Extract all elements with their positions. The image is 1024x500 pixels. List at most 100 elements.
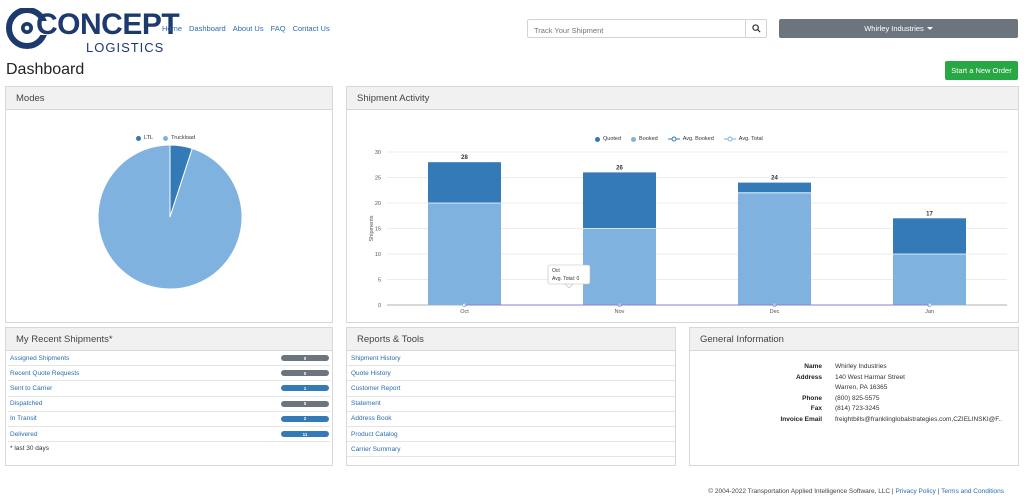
report-link[interactable]: Customer Report: [351, 384, 401, 392]
recent-shipment-link[interactable]: Delivered: [10, 430, 38, 438]
recent-shipment-link[interactable]: In Transit: [10, 415, 37, 423]
nav-home[interactable]: Home: [162, 24, 183, 33]
report-link[interactable]: Product Catalog: [351, 430, 398, 438]
recent-shipment-link[interactable]: Recent Quote Requests: [10, 369, 80, 377]
new-order-button[interactable]: Start a New Order: [945, 61, 1018, 80]
recent-shipment-link[interactable]: Assigned Shipments: [10, 354, 70, 362]
search-icon: [751, 24, 761, 33]
info-row: Address 140 West Harmar Street: [690, 373, 1018, 384]
reports-tools-panel: Reports & Tools Shipment History Quote Hi…: [346, 327, 676, 466]
general-info-panel: General Information Name Whirley Industri…: [689, 327, 1019, 466]
user-menu-button[interactable]: Whirley Industries: [779, 19, 1018, 38]
x-tick-label: Nov: [615, 309, 625, 315]
info-row: Warren, PA 16365: [690, 383, 1018, 394]
bar-quoted[interactable]: [428, 162, 501, 203]
report-row: Customer Report: [347, 381, 675, 397]
nav-contact[interactable]: Contact Us: [292, 24, 330, 33]
legend-item-quoted[interactable]: Quoted: [595, 136, 621, 142]
bar-booked[interactable]: [893, 254, 966, 305]
bar-quoted[interactable]: [893, 218, 966, 254]
info-value: Warren, PA 16365: [835, 384, 888, 391]
track-search-button[interactable]: [745, 20, 766, 37]
page-footer: © 2004-2022 Transportation Applied Intel…: [708, 488, 1004, 495]
bar-booked[interactable]: [583, 228, 656, 306]
info-row: Fax (814) 723-3245: [690, 404, 1018, 415]
y-tick-label: 30: [375, 150, 381, 156]
report-link[interactable]: Quote History: [351, 369, 391, 377]
legend-label: Quoted: [603, 136, 622, 142]
recent-shipment-row: In Transit 2: [8, 412, 330, 427]
legend-dot: [136, 135, 141, 141]
y-tick-label: 10: [375, 252, 381, 258]
info-key: Invoice Email: [780, 415, 822, 423]
bar-total-label: 28: [461, 155, 468, 161]
count-badge: 2: [281, 415, 329, 422]
nav-faq[interactable]: FAQ: [270, 24, 286, 33]
info-row: Invoice Email freightbills@franklinglobal…: [690, 415, 1018, 426]
recent-shipment-row: Sent to Carrier 1: [8, 381, 330, 397]
bar-total-label: 26: [616, 165, 623, 171]
x-tick-label: Oct: [460, 309, 469, 315]
page-title: Dashboard: [6, 61, 85, 78]
modes-pie-chart: [97, 144, 243, 290]
brand-subtitle: LOGISTICS: [86, 40, 165, 55]
bar-booked[interactable]: [428, 203, 501, 305]
activity-panel-title: Shipment Activity: [347, 87, 1018, 110]
activity-legend: Quoted Booked Avg. Booked Avg. Total: [595, 136, 763, 142]
count-badge: 1: [281, 385, 329, 392]
main-nav: Home Dashboard About Us FAQ Contact Us: [162, 24, 330, 33]
user-menu-label: Whirley Industries: [864, 24, 924, 33]
info-value: freightbills@franklinglobalstrategies.co…: [835, 415, 1002, 423]
terms-link[interactable]: Terms and Conditions: [941, 488, 1004, 495]
shipment-activity-chart: 0 5 10 15 20 25 30 Shipments 28 Oct 26 Nov 24 Dec 17 Ja…: [369, 150, 1007, 315]
legend-item-avg-total[interactable]: Avg. Total: [723, 136, 763, 142]
legend-label: Truckload: [171, 135, 196, 141]
report-link[interactable]: Shipment History: [351, 354, 401, 362]
brand-name: CONCEPT: [36, 8, 180, 41]
legend-dot: [163, 135, 169, 141]
track-shipment-input[interactable]: [528, 22, 746, 39]
legend-dot: [595, 136, 600, 142]
tooltip-title: Oct: [552, 268, 560, 274]
footer-separator: |: [937, 488, 940, 495]
report-link[interactable]: Address Book: [351, 415, 392, 423]
reports-panel-title: Reports & Tools: [347, 328, 675, 351]
nav-dashboard[interactable]: Dashboard: [189, 24, 226, 33]
recent-shipments-list: Assigned Shipments 0 Recent Quote Requests…: [6, 351, 332, 443]
bar-total-label: 24: [771, 176, 778, 182]
privacy-policy-link[interactable]: Privacy Policy: [895, 488, 936, 495]
report-link[interactable]: Carrier Summary: [351, 445, 401, 453]
report-link[interactable]: Statement: [351, 400, 381, 408]
track-shipment-box: [527, 19, 767, 39]
legend-item-truckload[interactable]: Truckload: [163, 135, 195, 141]
nav-about[interactable]: About Us: [232, 24, 264, 33]
info-key: Name: [804, 363, 822, 370]
bar-booked[interactable]: [738, 192, 811, 305]
recent-shipment-row: Recent Quote Requests 0: [8, 366, 330, 382]
recent-shipment-link[interactable]: Sent to Carrier: [10, 384, 53, 392]
recent-shipment-row: Assigned Shipments 0: [8, 351, 330, 367]
legend-label: LTL: [144, 135, 154, 141]
tooltip-text: Avg. Total: 0: [552, 276, 580, 282]
legend-item-booked[interactable]: Booked: [631, 136, 658, 142]
info-key: Address: [795, 373, 822, 381]
modes-legend: LTL Truckload: [136, 135, 195, 141]
report-row: Quote History: [347, 366, 675, 382]
legend-item-ltl[interactable]: LTL: [136, 135, 153, 141]
pie-slice-truckload[interactable]: [97, 144, 243, 290]
bar-total-label: 17: [926, 211, 933, 217]
chart-tooltip: Oct Avg. Total: 0: [547, 264, 591, 289]
y-tick-label: 0: [378, 303, 381, 309]
info-value: (800) 825-5575: [835, 394, 880, 402]
y-tick-label: 5: [378, 278, 381, 284]
legend-line-icon: [723, 136, 736, 142]
x-tick-label: Jan: [925, 309, 934, 315]
report-row: Statement: [347, 397, 675, 412]
legend-item-avg-booked[interactable]: Avg. Booked: [667, 136, 714, 142]
bar-quoted[interactable]: [738, 182, 811, 193]
recent-shipment-link[interactable]: Dispatched: [10, 400, 43, 408]
tooltip-pointer: [564, 283, 574, 289]
shipment-activity-panel: Shipment Activity Quoted Booked Avg. Boo…: [346, 86, 1019, 323]
bar-quoted[interactable]: [583, 172, 656, 229]
brand-logo[interactable]: CONCEPT LOGISTICS: [6, 6, 180, 55]
